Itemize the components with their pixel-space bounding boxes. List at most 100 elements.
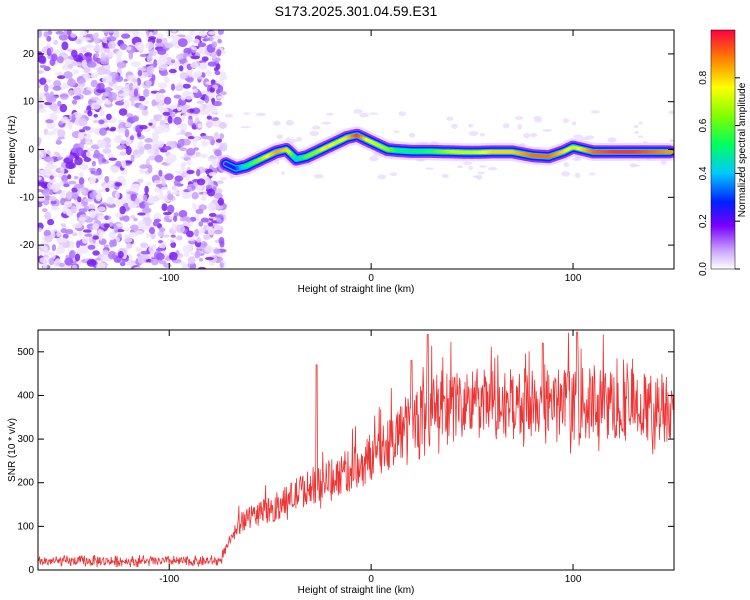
noise-cell xyxy=(95,257,101,261)
noise-cell xyxy=(198,221,204,227)
noise-cell xyxy=(189,108,195,113)
noise-cell xyxy=(181,171,187,178)
noise-cell xyxy=(309,130,319,137)
noise-cell xyxy=(192,38,200,44)
noise-cell xyxy=(144,203,149,212)
noise-cell xyxy=(213,192,223,199)
noise-cell xyxy=(128,82,134,91)
noise-cell xyxy=(181,195,192,199)
noise-cell xyxy=(139,169,146,174)
noise-cell xyxy=(139,125,148,130)
noise-cell xyxy=(206,37,211,41)
noise-cell xyxy=(280,171,286,175)
noise-cell xyxy=(66,78,77,87)
noise-cell xyxy=(171,30,177,33)
noise-cell xyxy=(219,262,224,269)
noise-cell xyxy=(116,223,124,228)
noise-cell xyxy=(477,171,486,175)
noise-cell xyxy=(163,96,172,105)
colorbar-tick-label: 0.6 xyxy=(698,118,709,132)
colorbar-tick-label: 0.4 xyxy=(698,166,709,180)
noise-cell xyxy=(186,159,192,166)
noise-cell xyxy=(115,191,120,200)
noise-cell xyxy=(215,88,221,95)
noise-cell xyxy=(148,122,153,126)
noise-cell xyxy=(49,189,54,195)
noise-cell xyxy=(57,129,66,138)
noise-cell xyxy=(216,180,224,185)
noise-cell xyxy=(92,250,100,256)
noise-cell xyxy=(211,51,217,60)
noise-cell xyxy=(98,156,103,165)
noise-cell xyxy=(133,217,138,222)
noise-cell xyxy=(179,147,187,151)
noise-cell xyxy=(182,216,191,220)
noise-cell xyxy=(66,30,72,36)
noise-cell xyxy=(205,256,214,261)
noise-cell xyxy=(200,30,207,37)
x-tick-label: 100 xyxy=(565,273,582,284)
noise-cell xyxy=(161,203,168,212)
noise-cell xyxy=(130,154,135,163)
noise-cell xyxy=(137,178,144,184)
noise-cell xyxy=(52,85,62,91)
noise-cell xyxy=(216,95,225,100)
noise-cell xyxy=(637,135,644,138)
noise-cell xyxy=(208,156,218,160)
noise-cell xyxy=(78,118,88,127)
noise-cell xyxy=(182,244,193,253)
noise-cell xyxy=(170,239,175,243)
noise-cell xyxy=(201,90,208,95)
noise-cell xyxy=(38,250,43,255)
noise-cell xyxy=(517,123,522,130)
noise-cell xyxy=(102,249,109,256)
noise-cell xyxy=(213,248,221,255)
noise-cell xyxy=(186,148,196,156)
noise-cell xyxy=(62,233,69,239)
noise-cell xyxy=(72,223,83,229)
noise-cell xyxy=(96,139,103,143)
noise-cell xyxy=(91,160,96,167)
noise-cell xyxy=(133,149,139,156)
noise-cell xyxy=(199,154,208,158)
noise-cell xyxy=(207,61,217,67)
noise-cell xyxy=(44,92,50,97)
noise-cell xyxy=(106,196,115,205)
noise-cell xyxy=(171,59,176,63)
noise-cell xyxy=(44,211,52,221)
noise-cell xyxy=(158,124,164,130)
noise-cell xyxy=(119,43,128,50)
noise-cell xyxy=(54,72,63,76)
noise-cell xyxy=(90,79,98,88)
y-tick-label: 10 xyxy=(23,97,35,108)
noise-cell xyxy=(191,185,196,190)
noise-cell xyxy=(110,165,120,172)
noise-cell xyxy=(200,217,209,223)
noise-cell xyxy=(153,212,162,221)
noise-cell xyxy=(166,190,171,195)
noise-cell xyxy=(585,135,595,140)
noise-cell xyxy=(44,163,54,172)
noise-cell xyxy=(196,100,204,104)
noise-cell xyxy=(56,231,62,237)
noise-cell xyxy=(159,63,168,69)
noise-cell xyxy=(165,30,171,35)
noise-cell xyxy=(142,71,150,77)
noise-cell xyxy=(60,197,66,206)
noise-cell xyxy=(140,242,149,248)
noise-cell xyxy=(214,70,221,76)
noise-cell xyxy=(143,100,150,104)
noise-cell xyxy=(43,31,49,38)
noise-cell xyxy=(200,62,207,70)
noise-cell xyxy=(208,212,217,217)
noise-cell xyxy=(109,239,114,248)
noise-cell xyxy=(141,109,149,116)
noise-cell xyxy=(217,197,224,206)
noise-cell xyxy=(144,213,151,218)
noise-cell xyxy=(78,208,88,213)
noise-cell xyxy=(161,37,168,45)
noise-cell xyxy=(119,127,126,134)
noise-cell xyxy=(75,38,82,44)
noise-cell xyxy=(243,112,251,115)
x-tick-label: 0 xyxy=(368,273,374,284)
